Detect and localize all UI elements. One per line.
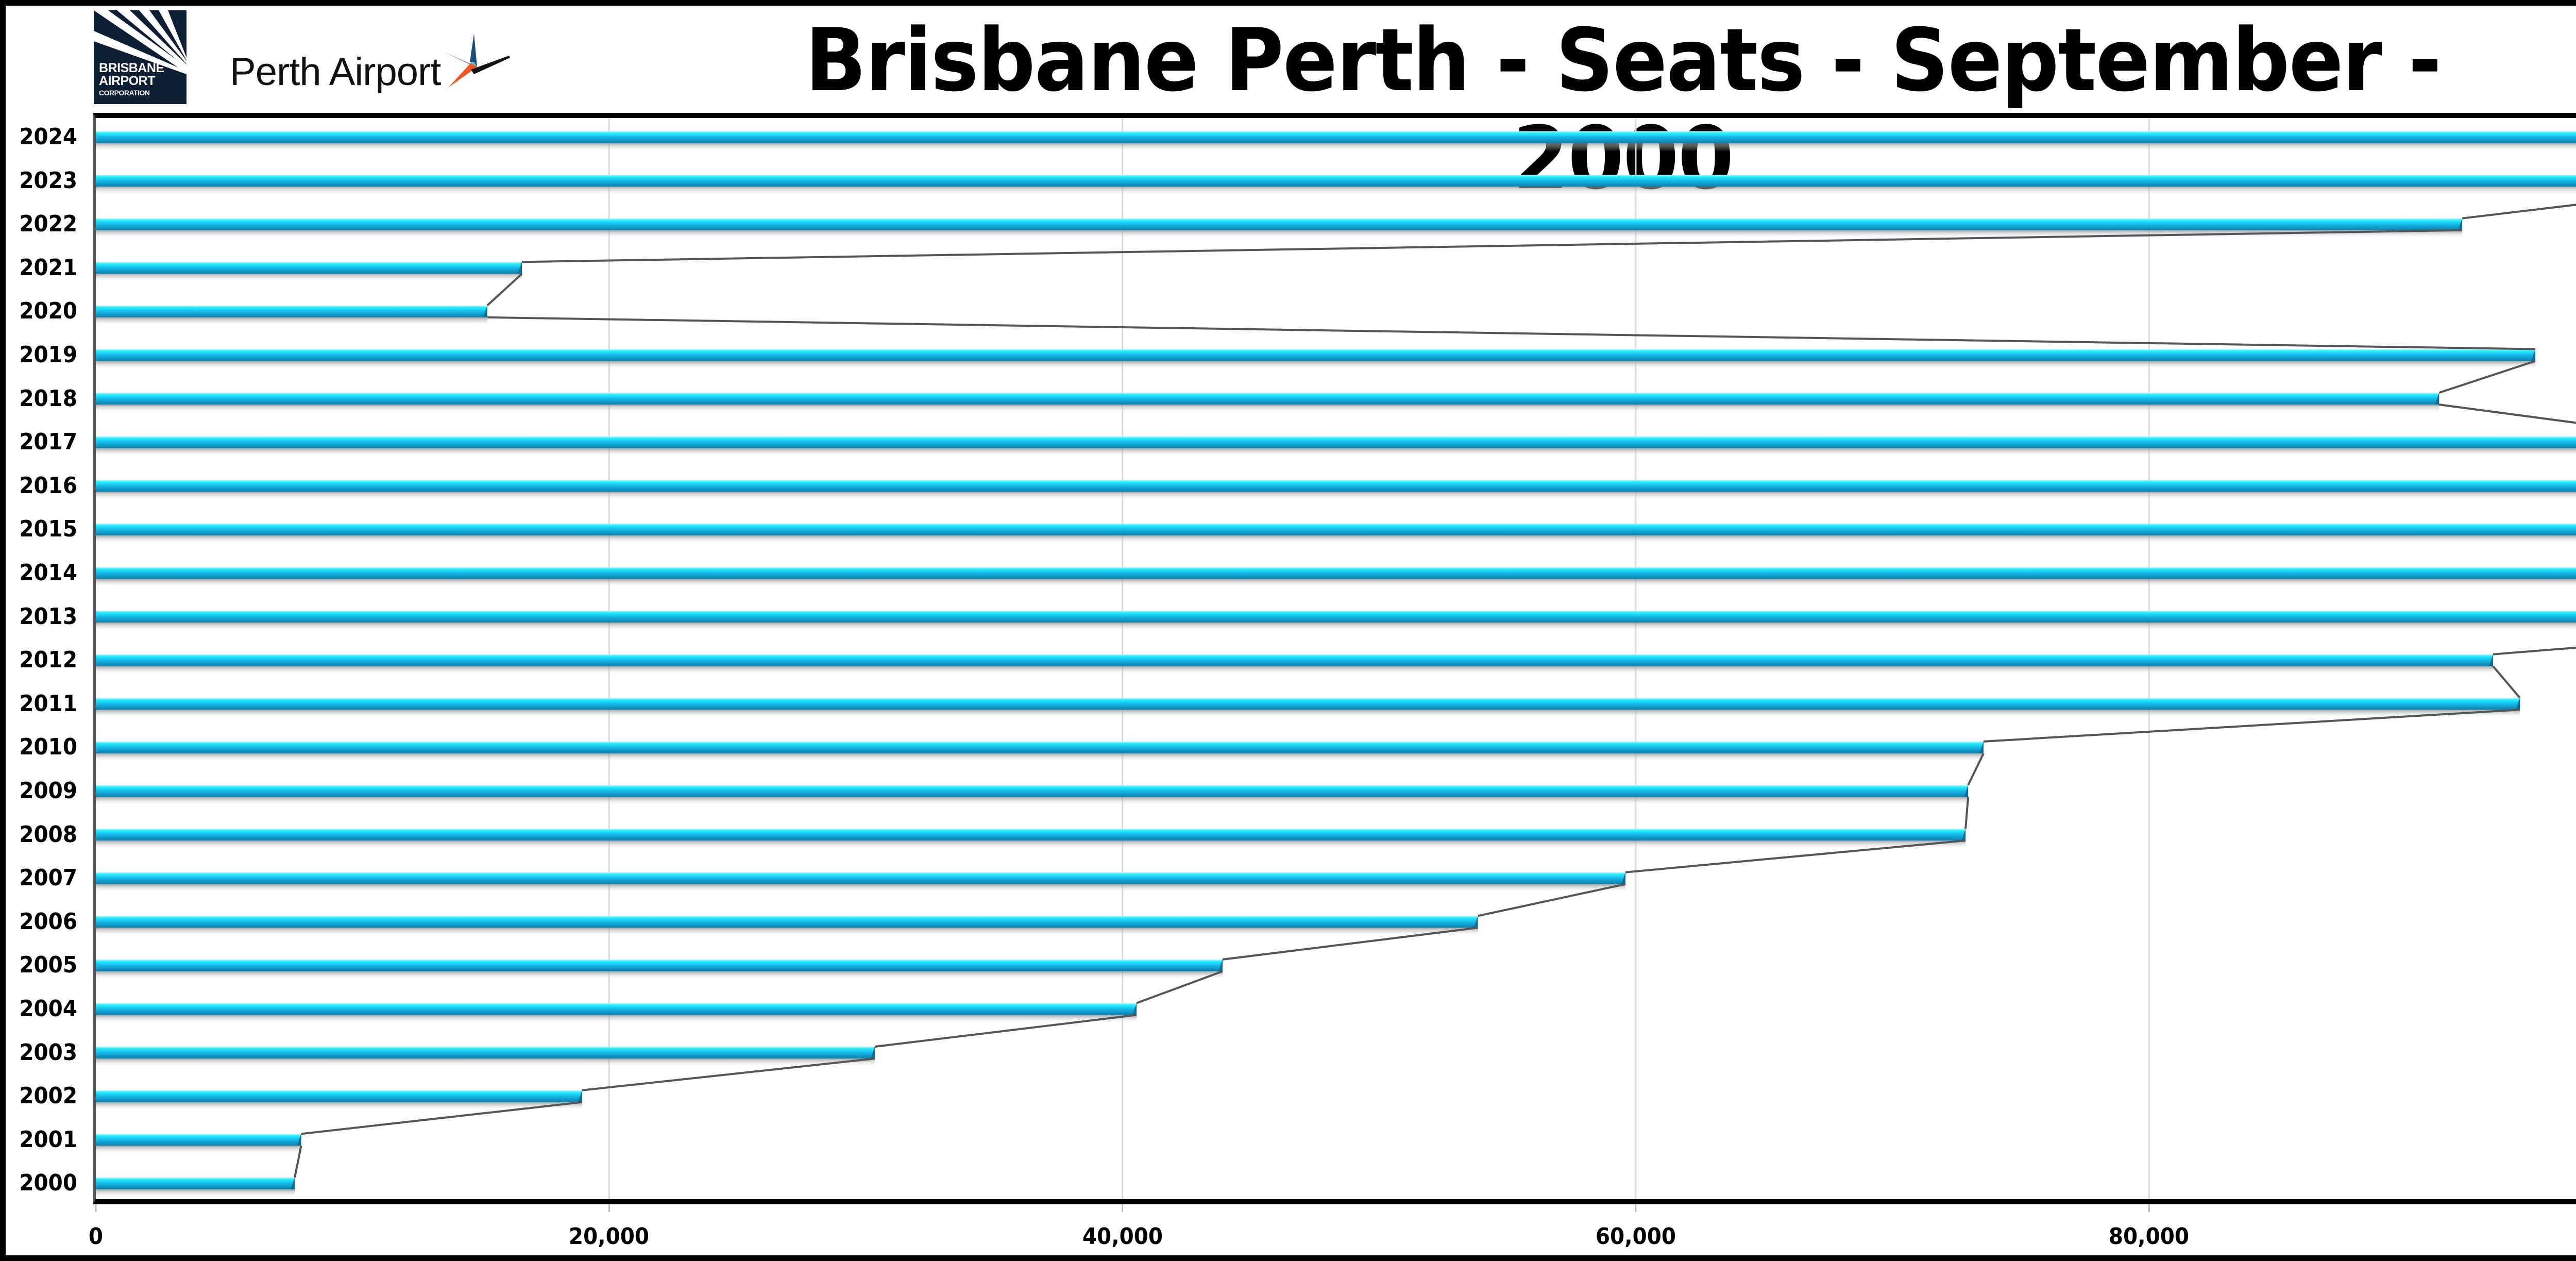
plot-area <box>93 113 2576 1204</box>
bar-2000[interactable]: 2000: 7,750 <box>96 1177 295 1198</box>
y-axis-label-2019: 2019 <box>19 342 77 368</box>
bar-2005[interactable]: 2005: 43,900 <box>96 959 1223 980</box>
logo-text-airport: AIRPORT <box>99 74 155 88</box>
bar-2015[interactable]: 2015: 103,350 <box>96 523 2576 544</box>
series-line <box>874 1014 1137 1048</box>
series-line <box>2438 360 2536 394</box>
bar-2016[interactable]: 2016: 103,900 <box>96 480 2576 500</box>
bar-2008[interactable]: 2008: 72,850 <box>96 829 1966 849</box>
logo-text-corporation: CORPORATION <box>99 89 150 97</box>
y-axis-label-2005: 2005 <box>19 952 77 979</box>
bar-2013[interactable]: 2013: 108,900 <box>96 611 2576 631</box>
y-axis-label-2014: 2014 <box>19 560 77 586</box>
bar-2010[interactable]: 2010: 73,550 <box>96 741 1984 762</box>
bar-2019[interactable]: 2019: 95,050 <box>96 349 2536 369</box>
bar-2004[interactable]: 2004: 40,550 <box>96 1003 1137 1023</box>
bar-2002[interactable]: 2002: 18,950 <box>96 1090 583 1111</box>
x-axis-label: 0 <box>88 1223 104 1250</box>
bar-2009[interactable]: 2009: 72,950 <box>96 785 1969 805</box>
series-line <box>487 316 2536 350</box>
series-line <box>2493 646 2576 655</box>
logo-text-brisbane: BRISBANE <box>99 61 164 75</box>
series-line <box>1983 709 2520 743</box>
bar-2012[interactable]: 2012: 93,400 <box>96 654 2493 675</box>
bar-2001[interactable]: 2001: 8,000 <box>96 1134 301 1154</box>
series-line <box>1136 970 1223 1004</box>
series-line <box>1222 927 1478 961</box>
bar-2023[interactable]: 2023: 102,550 <box>96 175 2576 195</box>
y-axis-label-2004: 2004 <box>19 996 77 1022</box>
y-axis-label-2011: 2011 <box>19 690 77 717</box>
bar-2011[interactable]: 2011: 94,450 <box>96 698 2520 718</box>
bar-2014[interactable]: 2014: 106,650 <box>96 567 2576 587</box>
series-line <box>1964 797 1970 829</box>
y-axis-label-2001: 2001 <box>19 1126 77 1153</box>
x-axis-label: 40,000 <box>1082 1223 1163 1250</box>
bar-2017[interactable]: 2017: 100,600 <box>96 436 2576 457</box>
y-axis-label-2003: 2003 <box>19 1039 77 1066</box>
bar-2018[interactable]: 2018: 91,300 <box>96 393 2439 413</box>
x-axis-label: 20,000 <box>569 1223 650 1250</box>
series-line <box>294 1145 302 1178</box>
series-line <box>521 229 2463 263</box>
y-axis-label-2002: 2002 <box>19 1083 77 1109</box>
series-line <box>1625 839 1966 873</box>
y-axis-label-2023: 2023 <box>19 167 77 194</box>
y-axis-label-2020: 2020 <box>19 298 77 325</box>
y-axis-label-2000: 2000 <box>19 1170 77 1197</box>
y-axis-label-2007: 2007 <box>19 865 77 892</box>
y-axis-label-2009: 2009 <box>19 778 77 804</box>
series-line <box>301 1101 583 1135</box>
series-line <box>1967 753 1985 786</box>
series-line <box>2492 665 2521 699</box>
y-axis-label-2006: 2006 <box>19 908 77 935</box>
y-axis-label-2021: 2021 <box>19 254 77 281</box>
y-axis-label-2010: 2010 <box>19 734 77 761</box>
series-line <box>2438 403 2576 424</box>
brisbane-airport-logo: BRISBANE AIRPORT CORPORATION <box>94 10 187 104</box>
bar-2024[interactable]: 2024: 106,600 <box>96 131 2576 152</box>
series-line <box>1478 883 1626 917</box>
bar-2006[interactable]: 2006: 53,850 <box>96 916 1478 936</box>
sunburst-rays-icon <box>94 10 187 74</box>
bar-2007[interactable]: 2007: 59,600 <box>96 872 1626 893</box>
series-line <box>486 273 523 307</box>
y-axis-label-2008: 2008 <box>19 821 77 848</box>
perth-airport-wordmark: Perth Airport <box>230 50 441 94</box>
y-axis-label-2022: 2022 <box>19 211 77 238</box>
perth-airport-star-icon <box>443 33 510 88</box>
y-axis-label-2018: 2018 <box>19 385 77 412</box>
y-axis-label-2012: 2012 <box>19 647 77 674</box>
y-axis-label-2015: 2015 <box>19 516 77 543</box>
y-axis-label-2024: 2024 <box>19 124 77 150</box>
bar-2020[interactable]: 2020: 15,250 <box>96 305 487 326</box>
bar-2021[interactable]: 2021: 16,600 <box>96 262 522 282</box>
y-axis-label-2013: 2013 <box>19 603 77 630</box>
bar-2003[interactable]: 2003: 30,350 <box>96 1047 875 1067</box>
series-line <box>2462 204 2576 220</box>
y-axis-label-2017: 2017 <box>19 429 77 456</box>
y-axis-label-2016: 2016 <box>19 472 77 499</box>
bar-2022[interactable]: 2022: 92,200 <box>96 218 2463 239</box>
x-axis-label: 60,000 <box>1595 1223 1676 1250</box>
series-line <box>582 1057 875 1091</box>
brisbane-airport-wordmark: BRISBANE AIRPORT CORPORATION <box>99 62 164 98</box>
x-axis-label: 80,000 <box>2109 1223 2190 1250</box>
